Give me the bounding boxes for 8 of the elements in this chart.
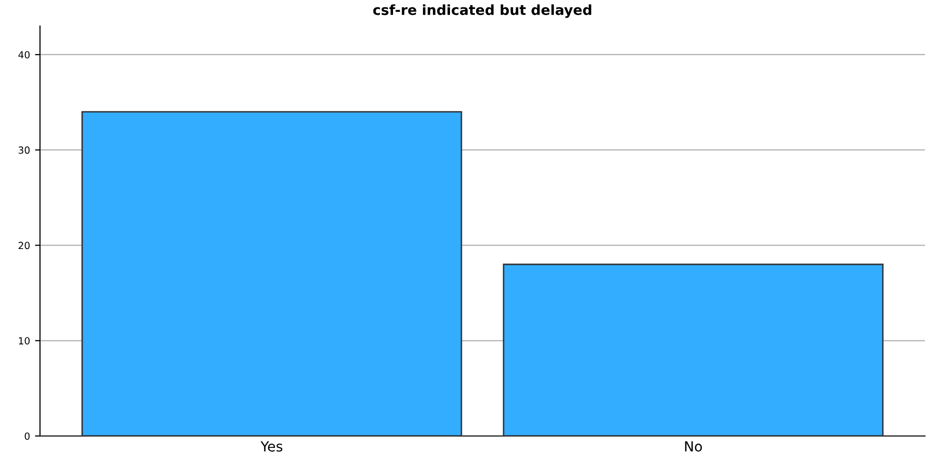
chart-title: csf-re indicated but delayed bbox=[373, 4, 592, 18]
y-tick-label: 10 bbox=[18, 337, 30, 344]
x-tick-label: Yes bbox=[260, 441, 282, 452]
y-tick-label: 40 bbox=[18, 51, 30, 58]
y-tick-label: 20 bbox=[18, 242, 30, 250]
x-tick-label: No bbox=[685, 441, 702, 452]
y-tick-label: 0 bbox=[24, 432, 30, 440]
y-tick-label: 30 bbox=[18, 146, 30, 154]
